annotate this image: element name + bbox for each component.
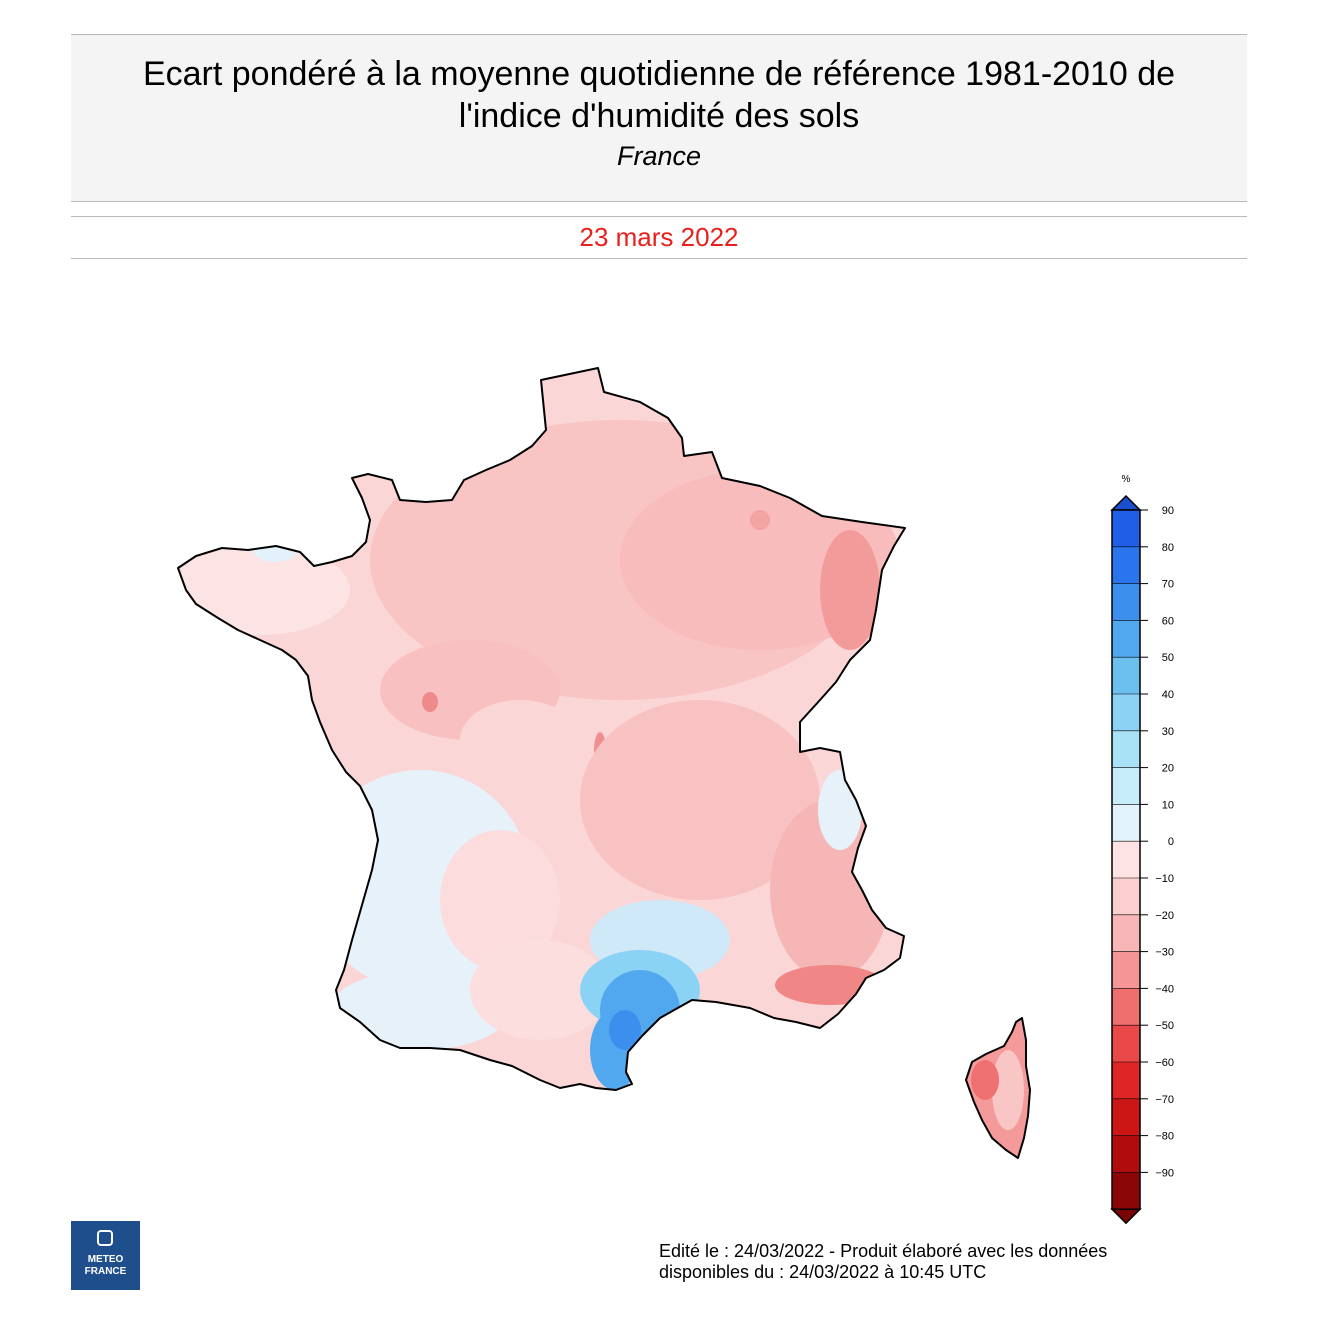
legend-band xyxy=(1112,1025,1140,1062)
logo-icon xyxy=(97,1230,113,1246)
legend-bottom-arrow xyxy=(1110,1208,1142,1225)
legend-band xyxy=(1112,510,1140,547)
legend-tick-label: 60 xyxy=(1162,615,1174,627)
legend-top-arrow xyxy=(1110,494,1142,511)
legend-tick-label: 0 xyxy=(1168,836,1174,848)
legend-band xyxy=(1112,1172,1140,1210)
legend-tick-label: −50 xyxy=(1155,1020,1174,1032)
legend-tick-label: −80 xyxy=(1155,1131,1174,1143)
legend-band xyxy=(1112,951,1140,989)
legend-band xyxy=(1112,583,1140,621)
logo-text: METEO FRANCE xyxy=(84,1254,127,1277)
title-line-2: l'indice d'humidité des sols xyxy=(458,97,860,135)
title-box: Ecart pondéré à la moyenne quotidienne d… xyxy=(71,34,1247,202)
legend-band xyxy=(1112,988,1140,1026)
map-date: 23 mars 2022 xyxy=(579,222,739,252)
legend-tick-label: −60 xyxy=(1155,1057,1174,1069)
legend-tick-label: 90 xyxy=(1162,505,1174,517)
legend-tick-label: −90 xyxy=(1155,1167,1174,1179)
region-subtitle: France xyxy=(616,141,702,171)
mainland-coastline xyxy=(177,367,906,1091)
legend-tick-label: −20 xyxy=(1155,910,1174,922)
legend-ticks: 90 80 70 60 50 40 30 20 10 0 −10 −20 −30 −40 −50 −60 −70… xyxy=(1112,505,1174,1179)
date-band: 23 mars 2022 xyxy=(71,216,1247,259)
legend-tick-label: 40 xyxy=(1162,689,1174,701)
legend-bands xyxy=(1110,494,1142,1225)
legend-band xyxy=(1112,914,1140,952)
title-line-1: Ecart pondéré à la moyenne quotidienne d… xyxy=(142,55,1176,93)
map-title: Ecart pondéré à la moyenne quotidienne d… xyxy=(71,53,1247,137)
legend-tick-label: −10 xyxy=(1155,873,1174,885)
footer-line-2: disponibles du : 24/03/2022 à 10:45 UTC xyxy=(659,1262,987,1282)
legend-unit: % xyxy=(1122,474,1131,485)
legend-band xyxy=(1112,694,1140,731)
meteo-france-logo: METEO FRANCE xyxy=(71,1221,140,1290)
legend-band xyxy=(1112,878,1140,915)
legend-band xyxy=(1112,804,1140,842)
color-scale-legend: % 90 80 70 60 50 40 30 20 10 0 −10 −20 −30 −40 −50 −60 −… xyxy=(1110,474,1174,1225)
legend-band xyxy=(1112,841,1140,878)
legend-band xyxy=(1112,1135,1140,1173)
legend-band xyxy=(1112,620,1140,658)
footer-line-1: Edité le : 24/03/2022 - Produit élaboré … xyxy=(659,1241,1108,1261)
legend-tick-label: −30 xyxy=(1155,947,1174,959)
edition-footer: Edité le : 24/03/2022 - Produit élaboré … xyxy=(659,1241,1219,1283)
legend-band xyxy=(1112,1098,1140,1136)
legend-tick-label: 70 xyxy=(1162,579,1174,591)
legend-band xyxy=(1112,657,1140,694)
corsica-coastline xyxy=(965,1017,1031,1159)
legend-band xyxy=(1112,1062,1140,1099)
legend-tick-label: −40 xyxy=(1155,983,1174,995)
mainland-anomaly-field xyxy=(178,368,905,1090)
legend-tick-label: 30 xyxy=(1162,726,1174,738)
legend-tick-label: 80 xyxy=(1162,542,1174,554)
legend-tick-label: −70 xyxy=(1155,1094,1174,1106)
legend-tick-label: 10 xyxy=(1162,799,1174,811)
legend-tick-label: 20 xyxy=(1162,763,1174,775)
legend-band xyxy=(1112,767,1140,805)
legend-band xyxy=(1112,546,1140,584)
legend-band xyxy=(1112,730,1140,768)
legend-tick-label: 50 xyxy=(1162,652,1174,664)
